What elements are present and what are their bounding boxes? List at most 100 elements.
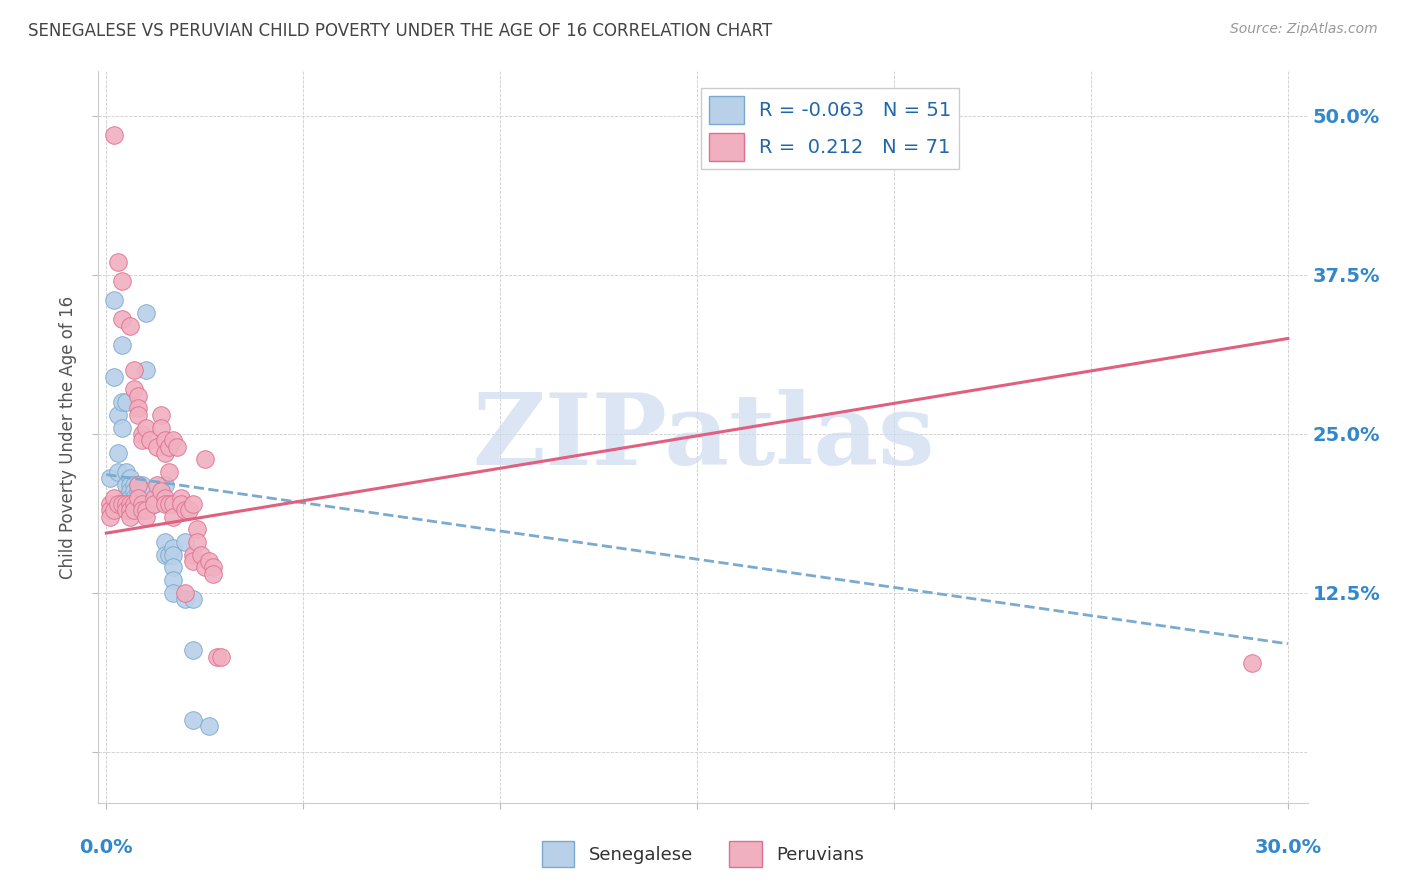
Point <box>122 497 145 511</box>
Point <box>157 548 180 562</box>
Point <box>162 560 184 574</box>
Point <box>135 503 157 517</box>
Point <box>181 554 204 568</box>
Point <box>98 471 121 485</box>
Point <box>107 446 129 460</box>
Point <box>103 293 125 308</box>
Point <box>155 548 177 562</box>
Point <box>209 649 232 664</box>
Point <box>111 338 134 352</box>
Point <box>201 566 224 581</box>
Point <box>122 491 145 505</box>
Point <box>197 719 219 733</box>
Point <box>181 592 204 607</box>
Point <box>135 509 157 524</box>
Point <box>122 383 145 397</box>
Point <box>135 363 157 377</box>
Point <box>103 503 125 517</box>
Point <box>162 586 184 600</box>
Point <box>98 509 121 524</box>
Point <box>155 446 177 460</box>
Point <box>155 497 177 511</box>
Point <box>115 503 138 517</box>
Point <box>174 592 197 607</box>
Point <box>131 477 153 491</box>
Point <box>174 503 197 517</box>
Point <box>138 434 160 448</box>
Point <box>174 535 197 549</box>
Point <box>111 274 134 288</box>
Point <box>111 395 134 409</box>
Point <box>127 389 149 403</box>
Point <box>127 484 149 499</box>
Point <box>103 369 125 384</box>
Point <box>107 465 129 479</box>
Point <box>122 503 145 517</box>
Point <box>150 484 173 499</box>
Point <box>98 503 121 517</box>
Point <box>127 491 149 505</box>
Legend: Senegalese, Peruvians: Senegalese, Peruvians <box>534 834 872 874</box>
Point <box>122 477 145 491</box>
Point <box>135 484 157 499</box>
Point <box>157 465 180 479</box>
Point <box>122 363 145 377</box>
Point <box>103 128 125 142</box>
Point <box>127 477 149 491</box>
Point <box>142 497 165 511</box>
Point <box>118 491 141 505</box>
Point <box>127 503 149 517</box>
Point <box>205 649 228 664</box>
Point <box>150 420 173 434</box>
Point <box>201 560 224 574</box>
Point <box>127 401 149 416</box>
Text: SENEGALESE VS PERUVIAN CHILD POVERTY UNDER THE AGE OF 16 CORRELATION CHART: SENEGALESE VS PERUVIAN CHILD POVERTY UND… <box>28 22 772 40</box>
Point <box>194 452 217 467</box>
Point <box>170 497 193 511</box>
Point <box>107 408 129 422</box>
Point <box>118 471 141 485</box>
Point <box>157 497 180 511</box>
Point <box>162 509 184 524</box>
Y-axis label: Child Poverty Under the Age of 16: Child Poverty Under the Age of 16 <box>59 295 77 579</box>
Point <box>115 497 138 511</box>
Point <box>155 491 177 505</box>
Point <box>118 477 141 491</box>
Point <box>127 491 149 505</box>
Point <box>127 497 149 511</box>
Point <box>186 522 208 536</box>
Point <box>181 548 204 562</box>
Point <box>197 554 219 568</box>
Point <box>118 318 141 333</box>
Point <box>190 548 212 562</box>
Point <box>162 497 184 511</box>
Point <box>181 497 204 511</box>
Point <box>194 560 217 574</box>
Point <box>155 434 177 448</box>
Point <box>155 535 177 549</box>
Point <box>162 434 184 448</box>
Point <box>162 548 184 562</box>
Point <box>131 497 153 511</box>
Point <box>131 484 153 499</box>
Point <box>111 420 134 434</box>
Point <box>177 503 200 517</box>
Point <box>118 497 141 511</box>
Point <box>146 440 169 454</box>
Text: ZIPatlas: ZIPatlas <box>472 389 934 485</box>
Point <box>107 255 129 269</box>
Point <box>142 491 165 505</box>
Point <box>181 643 204 657</box>
Point <box>174 586 197 600</box>
Point <box>122 497 145 511</box>
Point <box>118 503 141 517</box>
Text: Source: ZipAtlas.com: Source: ZipAtlas.com <box>1230 22 1378 37</box>
Point <box>162 573 184 587</box>
Point <box>135 306 157 320</box>
Point <box>135 420 157 434</box>
Point <box>131 503 153 517</box>
Point <box>1241 656 1264 670</box>
Point <box>142 497 165 511</box>
Point <box>127 477 149 491</box>
Point <box>170 491 193 505</box>
